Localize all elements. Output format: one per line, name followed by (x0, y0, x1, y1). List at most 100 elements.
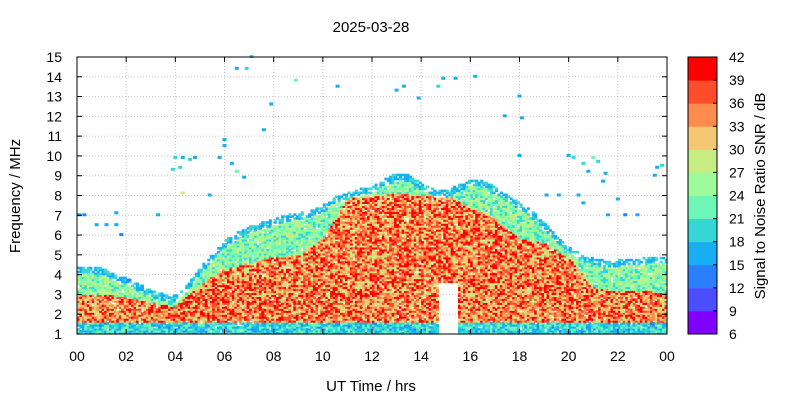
heatmap-cell (308, 268, 312, 272)
heatmap-cell (236, 320, 240, 323)
heatmap-cell (288, 248, 292, 252)
heatmap-cell (313, 286, 317, 290)
heatmap-cell (108, 286, 113, 290)
heatmap-cell (81, 328, 85, 331)
heatmap-cell (202, 264, 206, 268)
heatmap-cell (131, 306, 135, 309)
heatmap-cell (153, 320, 157, 323)
heatmap-cell (256, 270, 260, 274)
heatmap-cell (217, 264, 221, 268)
heatmap-cell (128, 316, 132, 319)
heatmap-cell (104, 272, 108, 276)
heatmap-cell (330, 227, 334, 230)
heatmap-cell (288, 310, 292, 313)
heatmap-cell (303, 312, 307, 315)
heatmap-cell (96, 326, 100, 329)
heatmap-cell (308, 215, 312, 218)
heatmap-cell (94, 292, 98, 296)
heatmap-cell (256, 266, 260, 270)
heatmap-cell (347, 264, 351, 268)
heatmap-cell (226, 302, 231, 305)
heatmap-cell (234, 308, 238, 311)
heatmap-cell (84, 310, 88, 313)
heatmap-cell (207, 316, 211, 319)
heatmap-cell (347, 314, 351, 317)
heatmap-cell (249, 286, 253, 290)
heatmap-cell (236, 252, 240, 256)
heatmap-cell (101, 306, 105, 309)
heatmap-cell (138, 310, 142, 313)
heatmap-cell (335, 211, 339, 214)
heatmap-cell (131, 304, 135, 307)
heatmap-cell (337, 280, 341, 284)
heatmap-cell (290, 272, 294, 276)
heatmap-cell (317, 252, 321, 256)
heatmap-cell (303, 276, 307, 280)
heatmap-cell (195, 292, 199, 296)
heatmap-cell (276, 314, 280, 317)
heatmap-cell (300, 324, 304, 327)
heatmap-cell (167, 332, 172, 335)
heatmap-cell (298, 217, 302, 220)
heatmap-cell (322, 254, 326, 258)
heatmap-cell (226, 264, 231, 268)
heatmap-cell (254, 233, 258, 236)
heatmap-cell (330, 312, 334, 315)
heatmap-cell (258, 266, 262, 270)
heatmap-cell (344, 256, 349, 260)
heatmap-cell (219, 310, 223, 313)
heatmap-cell (276, 302, 280, 305)
heatmap-cell (288, 290, 292, 294)
heatmap-cell (180, 330, 184, 333)
heatmap-cell (263, 316, 267, 319)
heatmap-cell (254, 276, 258, 280)
heatmap-cell (310, 217, 314, 220)
heatmap-cell (136, 290, 140, 294)
heatmap-cell (101, 282, 105, 286)
heatmap-cell (303, 256, 307, 260)
heatmap-cell (322, 324, 326, 327)
heatmap-cell (335, 278, 339, 282)
heatmap-cell (175, 310, 179, 313)
heatmap-cell (217, 282, 221, 286)
heatmap-cell (94, 300, 98, 303)
heatmap-cell (204, 278, 208, 282)
heatmap-cell (268, 332, 272, 335)
heatmap-cell (239, 296, 243, 299)
heatmap-cell (116, 286, 120, 290)
heatmap-cell (320, 308, 324, 311)
heatmap-cell (182, 304, 186, 307)
heatmap-cell (101, 304, 105, 307)
heatmap-cell (219, 258, 223, 262)
heatmap-cell (222, 248, 226, 252)
heatmap-cell (251, 262, 255, 266)
heatmap-cell (293, 242, 297, 246)
heatmap-cell (290, 225, 294, 228)
heatmap-cell (79, 270, 83, 274)
heatmap-cell (140, 292, 144, 296)
heatmap-cell (263, 254, 267, 258)
heatmap-cell (229, 296, 233, 299)
heatmap-cell (94, 326, 98, 329)
heatmap-cell (325, 229, 329, 232)
heatmap-cell (337, 217, 341, 220)
heatmap-cell (315, 300, 319, 303)
heatmap-cell (276, 316, 280, 319)
heatmap-cell (244, 282, 248, 286)
heatmap-cell (313, 225, 317, 228)
heatmap-cell (276, 290, 280, 294)
heatmap-cell (241, 294, 245, 298)
heatmap-cell (300, 272, 304, 276)
heatmap-cell (111, 310, 115, 313)
heatmap-cell (170, 304, 174, 307)
heatmap-cell (344, 298, 349, 301)
heatmap-cell (337, 201, 341, 205)
heatmap-cell (305, 244, 309, 248)
heatmap-cell (217, 262, 221, 266)
heatmap-cell (325, 231, 329, 234)
heatmap-cell (118, 308, 122, 311)
heatmap-cell (295, 272, 299, 276)
heatmap-cell (322, 225, 326, 228)
heatmap-cell (89, 284, 93, 288)
heatmap-cell (335, 290, 339, 294)
